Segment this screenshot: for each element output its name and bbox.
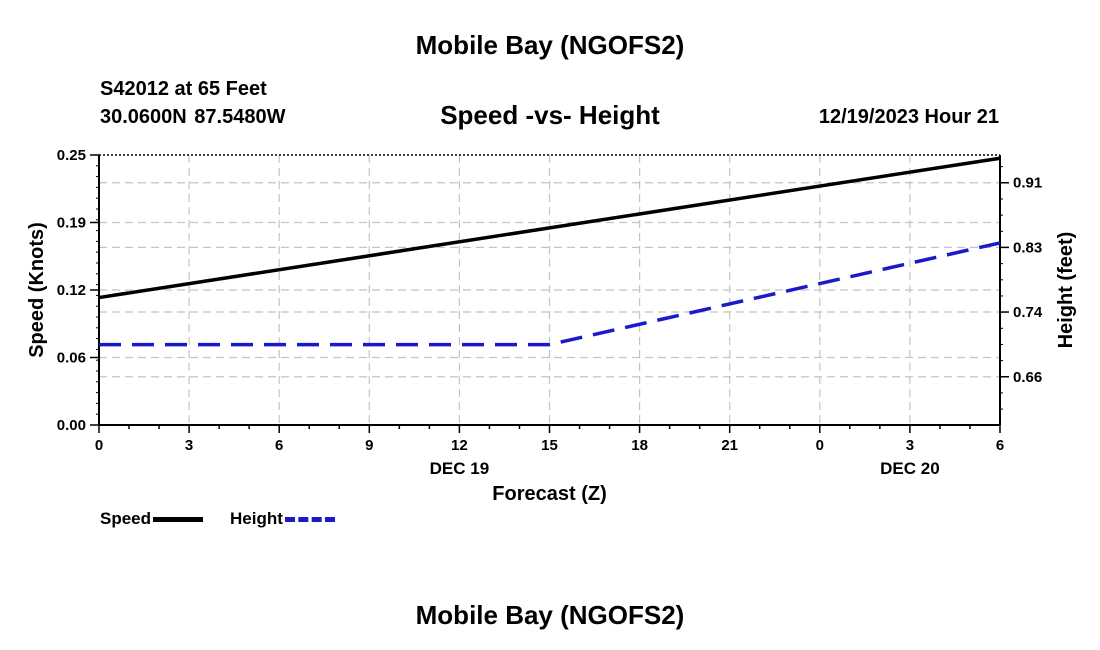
- legend-height-swatch: [284, 516, 335, 522]
- footer-title: Mobile Bay (NGOFS2): [415, 600, 685, 630]
- x-tick-label: 6: [996, 437, 1004, 454]
- y-left-tick-label: 0.00: [57, 417, 86, 434]
- y-right-tick-label: 0.66: [1013, 369, 1042, 386]
- legend-height-label: Height: [230, 509, 283, 528]
- y-left-tick-label: 0.12: [57, 282, 86, 299]
- y-right-tick-label: 0.74: [1013, 304, 1043, 321]
- series-line-height: [99, 241, 1001, 347]
- y-right-tick-label: 0.83: [1013, 239, 1042, 256]
- y-left-tick-label: 0.25: [57, 147, 86, 164]
- legend-speed-swatch: [153, 516, 204, 522]
- x-tick-label: 6: [275, 437, 283, 454]
- x-tick-label: 0: [95, 437, 103, 454]
- x-date-label: DEC 20: [880, 459, 940, 478]
- x-tick-label: 12: [451, 437, 468, 454]
- x-tick-label: 21: [721, 437, 738, 454]
- station-label: S42012 at 65 Feet: [100, 78, 267, 100]
- series-line-speed: [98, 156, 1001, 300]
- y-left-tick-label: 0.19: [57, 215, 86, 232]
- y-right-tick-label: 0.91: [1013, 175, 1042, 192]
- y-right-axis-title: Height (feet): [1055, 232, 1077, 349]
- chart-main-title: Mobile Bay (NGOFS2): [415, 30, 685, 60]
- legend-speed: Speed: [100, 509, 204, 529]
- x-tick-label: 15: [541, 437, 558, 454]
- x-tick-label: 3: [906, 437, 914, 454]
- x-tick-label: 0: [816, 437, 824, 454]
- legend-height: Height: [230, 509, 335, 529]
- legend-speed-label: Speed: [100, 509, 152, 528]
- y-left-axis-title: Speed (Knots): [26, 222, 48, 358]
- x-axis-title: Forecast (Z): [492, 483, 606, 505]
- x-tick-label: 3: [185, 437, 193, 454]
- x-tick-label: 18: [631, 437, 648, 454]
- coordinates-label: 30.0600N 87.5480W: [100, 106, 286, 128]
- x-date-label: DEC 19: [430, 459, 490, 478]
- y-left-tick-label: 0.06: [57, 350, 86, 367]
- x-tick-label: 9: [365, 437, 373, 454]
- chart-subtitle: Speed -vs- Height: [440, 100, 660, 130]
- datetime-label: 12/19/2023 Hour 21: [818, 106, 999, 128]
